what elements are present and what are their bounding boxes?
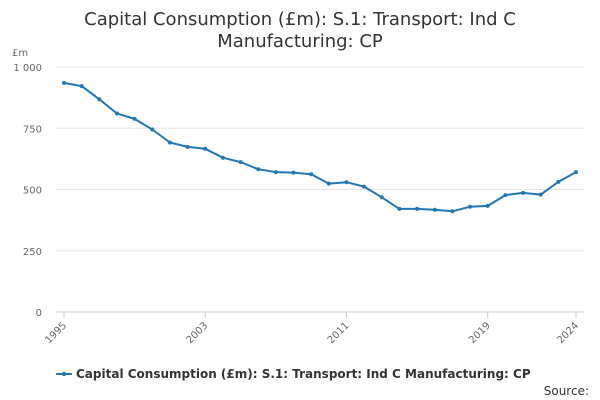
data-point[interactable]	[238, 160, 243, 165]
legend-point-marker	[61, 371, 67, 377]
y-tick-label: 750	[23, 124, 42, 135]
legend[interactable]: Capital Consumption (£m): S.1: Transport…	[56, 367, 531, 381]
data-point[interactable]	[503, 193, 508, 198]
y-tick-label: 0	[36, 308, 42, 319]
gridlines	[56, 66, 584, 313]
x-tick-label: 2019	[467, 320, 493, 346]
data-point[interactable]	[521, 190, 525, 195]
chart-title-line-2: Manufacturing: CP	[217, 31, 383, 52]
y-tick-label: 1 000	[13, 63, 42, 74]
data-point[interactable]	[468, 204, 473, 209]
data-point[interactable]	[379, 195, 384, 200]
data-point[interactable]	[62, 80, 66, 85]
data-point[interactable]	[79, 84, 84, 89]
data-point[interactable]	[538, 192, 543, 197]
x-axis: 1995 2003 2011 2019 2024	[43, 312, 581, 346]
source-label: Source:	[544, 384, 589, 398]
x-tick-label: 2024	[555, 320, 581, 346]
chart-title: Capital Consumption (£m): S.1: Transport…	[84, 9, 516, 52]
data-point[interactable]	[326, 181, 331, 186]
y-axis-ticks: 0 250 500 750 1 000	[13, 63, 42, 319]
series-group	[62, 80, 578, 214]
data-point[interactable]	[432, 207, 437, 212]
data-point[interactable]	[185, 144, 190, 149]
data-point[interactable]	[291, 170, 296, 175]
data-point[interactable]	[256, 167, 261, 172]
y-tick-label: 250	[23, 247, 42, 258]
data-point[interactable]	[203, 146, 208, 151]
data-point[interactable]	[167, 140, 172, 145]
y-axis-unit-label: £m	[12, 48, 28, 59]
data-point[interactable]	[556, 179, 561, 184]
data-point[interactable]	[309, 172, 314, 177]
x-tick-label: 2003	[185, 320, 211, 346]
data-point[interactable]	[97, 97, 102, 102]
data-point[interactable]	[397, 206, 402, 211]
data-point[interactable]	[344, 180, 349, 185]
data-point[interactable]	[450, 209, 455, 214]
chart-title-line-1: Capital Consumption (£m): S.1: Transport…	[84, 9, 516, 30]
x-tick-label: 1995	[43, 320, 69, 346]
data-point[interactable]	[220, 155, 225, 160]
y-tick-label: 500	[23, 186, 42, 197]
data-point[interactable]	[485, 203, 490, 208]
data-point[interactable]	[415, 206, 420, 211]
x-tick-label: 2011	[326, 320, 352, 346]
data-point[interactable]	[273, 170, 278, 175]
data-point[interactable]	[574, 170, 578, 175]
data-point[interactable]	[362, 184, 367, 189]
legend-label: Capital Consumption (£m): S.1: Transport…	[76, 367, 531, 381]
series-line	[63, 81, 577, 213]
data-point[interactable]	[132, 116, 137, 121]
data-point[interactable]	[150, 127, 155, 132]
data-point[interactable]	[115, 111, 119, 116]
